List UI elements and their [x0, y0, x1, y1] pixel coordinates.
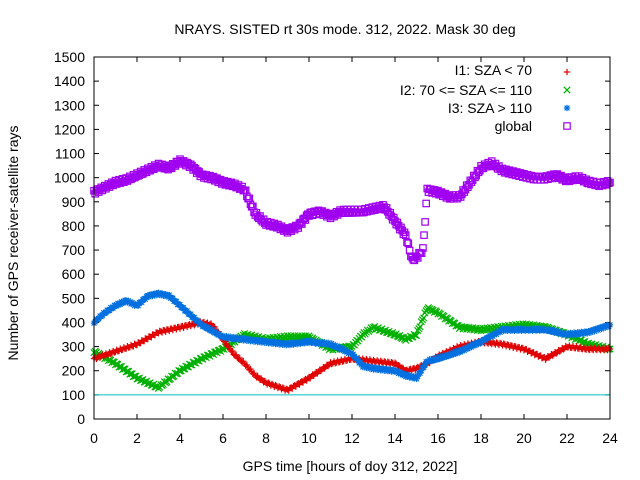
- legend-marker-3: [563, 104, 571, 112]
- data-point: [236, 354, 243, 362]
- y-tick-label: 1400: [54, 73, 85, 89]
- y-tick-label: 1200: [54, 121, 85, 137]
- x-tick-label: 14: [387, 430, 403, 446]
- y-tick-label: 1500: [54, 49, 85, 65]
- x-tick-label: 24: [602, 430, 618, 446]
- plot-points: [90, 155, 614, 394]
- series-i2: [90, 303, 614, 392]
- legend: I1: SZA < 70 I2: 70 <= SZA <= 110 I3: SZ…: [400, 62, 571, 134]
- data-point: [401, 231, 410, 239]
- x-tick-label: 2: [133, 430, 141, 446]
- y-axis-label: Number of GPS receiver-satellite rays: [5, 126, 21, 361]
- chart-title: NRAYS. SISTED rt 30s mode. 312, 2022. Ma…: [174, 21, 515, 37]
- data-point: [560, 346, 567, 353]
- legend-label-i2: I2: 70 <= SZA <= 110: [400, 82, 532, 98]
- data-point: [398, 364, 406, 371]
- data-point: [417, 249, 426, 257]
- data-point: [419, 244, 427, 252]
- x-tick-label: 16: [430, 430, 446, 446]
- data-point: [243, 192, 251, 201]
- plot-frame: [93, 56, 611, 420]
- data-point: [405, 246, 414, 255]
- y-tick-label: 1300: [54, 97, 85, 113]
- x-tick-label: 20: [516, 430, 532, 446]
- data-point: [211, 348, 219, 356]
- data-point: [391, 359, 399, 366]
- data-point: [399, 230, 408, 239]
- x-tick-label: 22: [559, 430, 575, 446]
- y-tick-label: 0: [77, 411, 85, 427]
- data-point: [605, 344, 613, 352]
- data-point: [395, 361, 402, 369]
- data-point: [403, 238, 411, 247]
- x-tick-label: 12: [344, 430, 360, 446]
- data-point: [246, 200, 255, 209]
- data-point: [200, 353, 208, 361]
- data-point: [229, 347, 236, 355]
- data-point: [605, 179, 613, 188]
- x-tick-label: 4: [176, 430, 184, 446]
- y-tick-label: 700: [62, 242, 86, 258]
- y-tick-label: 800: [62, 218, 86, 234]
- y-tick-label: 400: [62, 314, 86, 330]
- legend-marker-2: [563, 86, 571, 94]
- data-point: [196, 354, 204, 362]
- data-point: [225, 343, 233, 350]
- x-tick-label: 10: [301, 430, 317, 446]
- data-point: [553, 350, 560, 357]
- data-point: [556, 348, 564, 355]
- legend-marker-1: [563, 68, 571, 76]
- data-point: [404, 239, 413, 248]
- y-tick-label: 1100: [55, 146, 85, 162]
- legend-marker-4: [563, 122, 571, 130]
- y-tick-label: 100: [62, 387, 86, 403]
- data-point: [422, 199, 430, 208]
- x-tick-label: 18: [473, 430, 489, 446]
- data-point: [413, 254, 422, 262]
- data-point: [232, 351, 240, 358]
- series-global: [90, 155, 614, 265]
- legend-label-global: global: [495, 118, 532, 134]
- data-point: [207, 349, 215, 358]
- x-tick-label: 8: [262, 430, 270, 446]
- y-tick-label: 900: [62, 194, 86, 210]
- data-point: [144, 380, 152, 388]
- data-point: [420, 231, 428, 239]
- data-point: [549, 352, 556, 359]
- x-tick-label: 0: [90, 430, 98, 446]
- data-point: [140, 378, 148, 386]
- y-tick-label: 600: [62, 266, 86, 282]
- y-tick-label: 1000: [54, 170, 85, 186]
- data-point: [421, 218, 429, 226]
- legend-label-i3: I3: SZA > 110: [448, 100, 532, 116]
- data-point: [203, 351, 212, 359]
- data-point: [603, 177, 612, 185]
- data-point: [193, 356, 201, 364]
- y-tick-label: 500: [62, 290, 86, 306]
- y-tick-label: 300: [62, 339, 86, 355]
- data-point: [366, 326, 374, 334]
- data-point: [247, 365, 254, 373]
- x-axis-ticks: 0 2 4 6 8 10 12 14 16 18 20 22 24: [90, 57, 618, 446]
- data-point: [243, 361, 251, 369]
- x-axis-label: GPS time [hours of doy 312, 2022]: [243, 458, 458, 474]
- legend-label-i1: I1: SZA < 70: [455, 62, 533, 78]
- series-i3: [90, 289, 614, 383]
- data-point: [147, 381, 155, 389]
- y-axis-ticks: 0 100 200 300 400 500 600 700 800 900 1000 1100 1200…: [54, 49, 610, 427]
- y-tick-label: 200: [62, 363, 86, 379]
- data-point: [324, 362, 332, 370]
- x-tick-label: 6: [219, 430, 227, 446]
